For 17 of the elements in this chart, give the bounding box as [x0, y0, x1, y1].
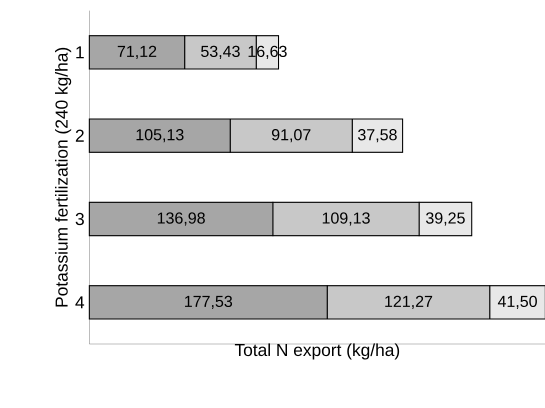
y-tick-label: 1 [76, 46, 84, 58]
data-label: 121,27 [385, 296, 432, 309]
x-axis-title: Total N export (kg/ha) [234, 343, 400, 360]
data-label: 105,13 [136, 129, 184, 142]
data-label: 53,43 [201, 46, 240, 59]
data-label: 109,13 [322, 212, 370, 226]
y-tick-label: 2 [76, 130, 84, 142]
y-tick-label: 4 [75, 296, 84, 308]
y-tick-label: 3 [76, 212, 84, 226]
data-label: 136,98 [158, 212, 205, 226]
data-label: 39,25 [426, 212, 465, 226]
data-label: 71,12 [118, 46, 156, 59]
y-axis-title: Potassium fertilization (240 kg/ha) [55, 48, 72, 306]
data-label: 91,07 [272, 129, 310, 142]
data-label: 177,53 [185, 296, 232, 309]
data-label: 37,58 [358, 129, 397, 142]
data-label: 41,50 [498, 296, 537, 309]
